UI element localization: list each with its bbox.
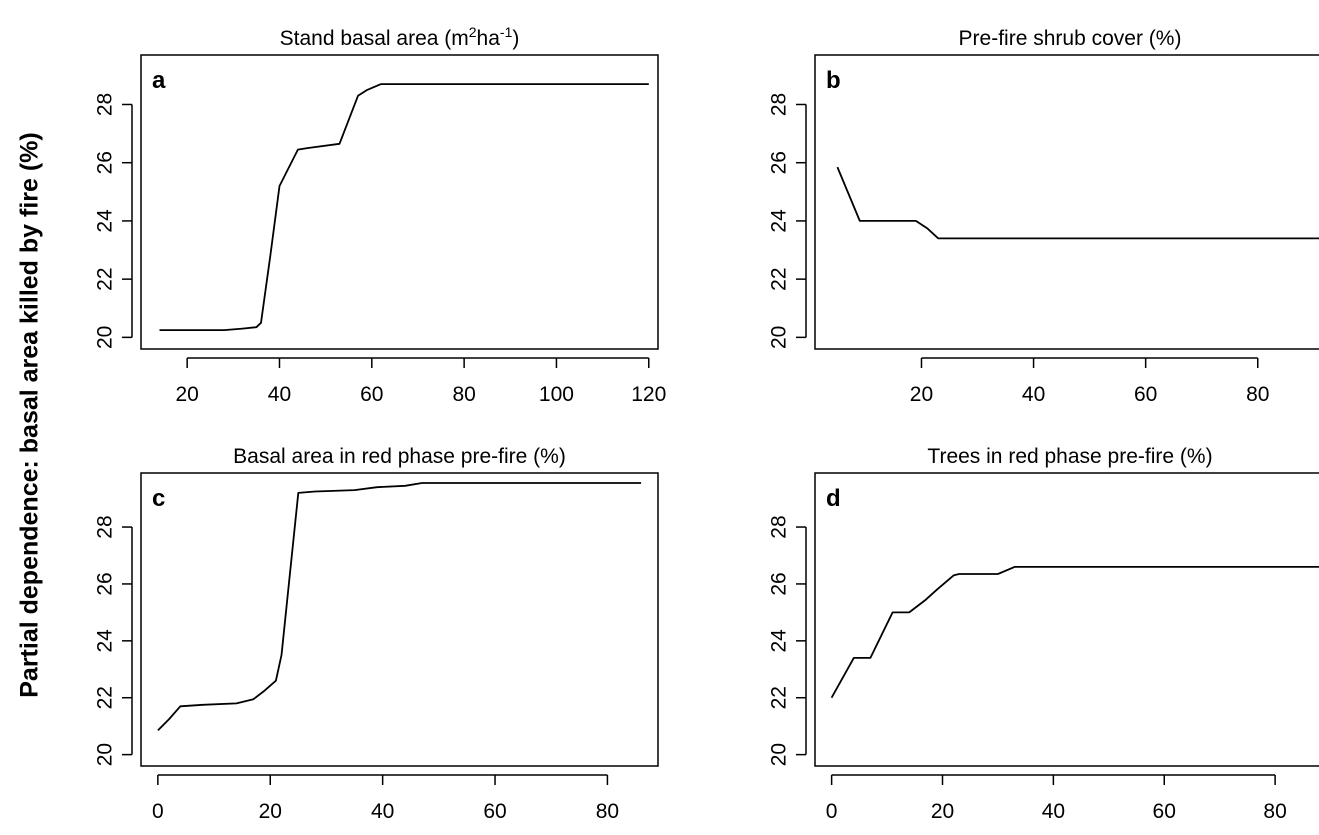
x-tick-label-c-20: 20: [259, 800, 282, 823]
plot-frame-d: [815, 473, 1319, 766]
chart-title-a-part-0: Stand basal area (m: [280, 27, 469, 50]
x-tick-label-b-60: 60: [1134, 383, 1157, 406]
y-tick-label-a-24: 24: [94, 209, 117, 233]
data-line-c: [158, 483, 641, 730]
y-tick-label-b-22: 22: [768, 267, 791, 290]
chart-title-a-part-4: ): [512, 27, 519, 50]
y-tick-label-b-26: 26: [768, 151, 791, 174]
data-line-a: [160, 84, 649, 330]
x-tick-label-d-20: 20: [931, 800, 954, 823]
x-tick-label-d-40: 40: [1042, 800, 1065, 823]
x-tick-label-a-40: 40: [268, 383, 291, 406]
y-tick-label-b-20: 20: [768, 326, 791, 349]
x-tick-label-c-40: 40: [371, 800, 394, 823]
x-tick-label-b-20: 20: [910, 383, 933, 406]
y-tick-label-c-26: 26: [94, 572, 117, 595]
panel-label-d: d: [826, 485, 841, 512]
y-tick-label-a-28: 28: [94, 93, 117, 116]
x-tick-label-d-60: 60: [1153, 800, 1176, 823]
chart-title-d: Trees in red phase pre-fire (%): [927, 445, 1212, 468]
x-tick-label-c-0: 0: [152, 800, 164, 823]
y-tick-label-b-24: 24: [768, 209, 791, 233]
y-tick-label-d-28: 28: [768, 515, 791, 538]
x-tick-label-c-60: 60: [483, 800, 506, 823]
x-tick-label-a-120: 120: [631, 383, 666, 406]
x-tick-label-d-0: 0: [826, 800, 838, 823]
x-tick-label-a-20: 20: [175, 383, 198, 406]
y-tick-label-a-26: 26: [94, 151, 117, 174]
chart-panel-d: Trees in red phase pre-fire (%) d 0 20 40 60 8…: [768, 445, 1319, 823]
x-tick-label-a-80: 80: [452, 383, 475, 406]
y-tick-label-b-28: 28: [768, 93, 791, 116]
x-tick-label-a-60: 60: [360, 383, 383, 406]
plot-frame-c: [141, 473, 658, 766]
chart-panel-c: Basal area in red phase pre-fire (%) c 0 20…: [94, 445, 659, 823]
panel-label-c: c: [152, 485, 165, 512]
y-tick-label-d-20: 20: [768, 743, 791, 766]
x-tick-label-a-100: 100: [539, 383, 574, 406]
data-line-b: [837, 167, 1319, 238]
chart-title-a: Stand basal area (m2ha-1): [280, 24, 520, 50]
y-tick-label-c-20: 20: [94, 743, 117, 766]
y-tick-label-c-24: 24: [94, 629, 117, 653]
chart-title-a-part-3: -1: [500, 24, 513, 40]
panel-label-a: a: [152, 67, 166, 94]
y-tick-label-a-20: 20: [94, 326, 117, 349]
chart-panel-a: Stand basal area (m2ha-1) a 20 40 60 80 100 120…: [94, 24, 667, 406]
y-axis-label-text: Partial dependence: basal area killed by…: [16, 132, 45, 698]
x-tick-label-c-80: 80: [596, 800, 619, 823]
y-tick-label-d-26: 26: [768, 572, 791, 595]
y-tick-label-c-28: 28: [94, 515, 117, 538]
plot-frame-b: [815, 55, 1319, 349]
chart-title-c: Basal area in red phase pre-fire (%): [233, 445, 566, 468]
x-tick-label-b-40: 40: [1022, 383, 1045, 406]
y-tick-label-a-22: 22: [94, 267, 117, 290]
chart-panel-b: Pre-fire shrub cover (%) b 20 40 60 80 20 22 24 2…: [768, 27, 1319, 406]
chart-title-b: Pre-fire shrub cover (%): [959, 27, 1182, 50]
y-tick-label-c-22: 22: [94, 686, 117, 709]
y-tick-label-d-24: 24: [768, 629, 791, 653]
x-tick-label-b-80: 80: [1246, 383, 1269, 406]
x-tick-label-d-80: 80: [1263, 800, 1286, 823]
y-tick-label-d-22: 22: [768, 686, 791, 709]
panel-label-b: b: [826, 67, 841, 94]
chart-title-a-part-1: 2: [469, 24, 477, 40]
data-line-d: [832, 567, 1319, 698]
plot-frame-a: [141, 55, 658, 349]
chart-title-a-part-2: ha: [477, 27, 501, 50]
